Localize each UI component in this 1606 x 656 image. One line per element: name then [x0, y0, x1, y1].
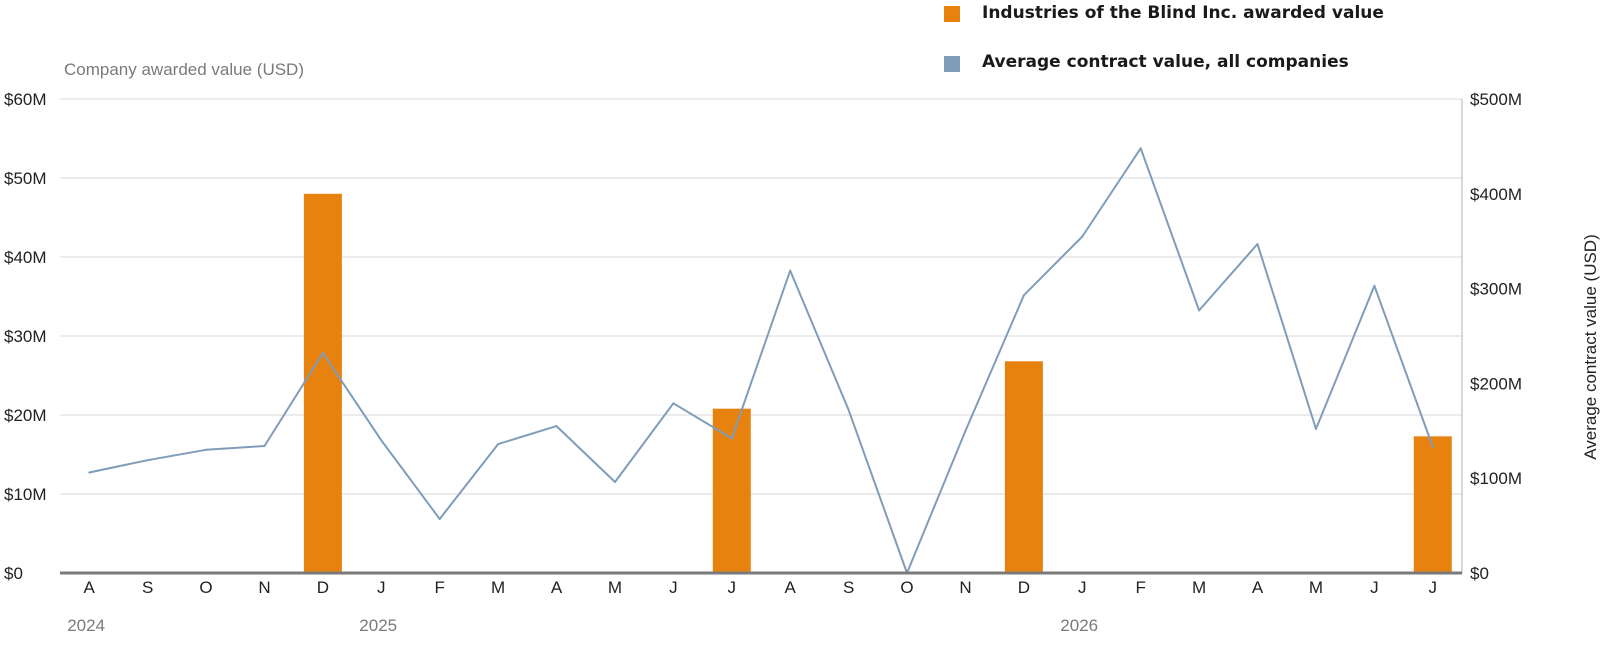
x-tick-label: M	[1309, 578, 1323, 597]
legend-swatch-company	[944, 6, 960, 22]
x-tick-label: J	[377, 578, 386, 597]
line-point	[438, 517, 441, 520]
line-point	[613, 480, 616, 483]
tick-labels: $0 $10M $20M $30M $40M $50M $60M $0 $100M $200M $3…	[4, 90, 1522, 635]
line-point	[730, 437, 733, 440]
y-left-tick-label: $20M	[4, 406, 47, 425]
y-right-tick-label: $400M	[1470, 185, 1522, 204]
line-point	[789, 269, 792, 272]
bar	[1413, 436, 1452, 573]
x-tick-label: F	[435, 578, 445, 597]
y-right-tick-label: $500M	[1470, 90, 1522, 109]
left-axis-title: Company awarded value (USD)	[64, 60, 304, 79]
line-point	[847, 408, 850, 411]
x-tick-label: J	[728, 578, 737, 597]
y-right-tick-label: $100M	[1470, 469, 1522, 488]
x-tick-label: O	[199, 578, 212, 597]
line-series	[88, 147, 1434, 574]
x-tick-label: O	[900, 578, 913, 597]
x-year-label: 2025	[359, 616, 397, 635]
gridlines	[60, 98, 1462, 495]
line-point	[146, 459, 149, 462]
x-tick-label: M	[491, 578, 505, 597]
legend-label-average: Average contract value, all companies	[982, 52, 1349, 72]
y-left-tick-label: $0	[4, 564, 23, 583]
x-tick-label: S	[843, 578, 854, 597]
legend-label-company: Industries of the Blind Inc. awarded val…	[982, 3, 1384, 23]
x-year-label: 2024	[67, 616, 105, 635]
line-point	[88, 471, 91, 474]
line-point	[1431, 445, 1434, 448]
legend-item-average: Average contract value, all companies	[944, 52, 1364, 72]
x-tick-label: J	[669, 578, 678, 597]
x-tick-label: J	[1370, 578, 1379, 597]
x-tick-label: N	[258, 578, 270, 597]
x-tick-label: F	[1136, 578, 1146, 597]
bar	[1004, 361, 1043, 573]
line-point	[964, 429, 967, 432]
y-left-tick-label: $50M	[4, 169, 47, 188]
line-point	[1022, 294, 1025, 297]
x-tick-label: M	[1192, 578, 1206, 597]
x-tick-label: D	[317, 578, 329, 597]
axes	[60, 99, 1463, 575]
average-line	[88, 147, 1434, 574]
line-point	[380, 439, 383, 442]
right-axis-title: Average contract value (USD)	[1581, 234, 1600, 460]
legend-item-company: Industries of the Blind Inc. awarded val…	[944, 3, 1384, 23]
y-right-tick-label: $300M	[1470, 280, 1522, 299]
line-point	[205, 448, 208, 451]
line-point	[263, 444, 266, 447]
y-left-tick-label: $40M	[4, 248, 47, 267]
x-tick-label: A	[84, 578, 96, 597]
y-right-tick-label: $0	[1470, 564, 1489, 583]
x-tick-label: S	[142, 578, 153, 597]
x-tick-label: D	[1018, 578, 1030, 597]
line-point	[1314, 427, 1317, 430]
legend-swatch-average	[944, 56, 960, 72]
y-left-tick-label: $10M	[4, 485, 47, 504]
line-point	[1373, 284, 1376, 287]
x-tick-label: A	[551, 578, 563, 597]
line-point	[497, 443, 500, 446]
line-point	[1198, 309, 1201, 312]
x-tick-label: N	[959, 578, 971, 597]
y-right-tick-label: $200M	[1470, 374, 1522, 393]
x-tick-label: A	[785, 578, 797, 597]
bar	[712, 408, 751, 573]
y-left-tick-label: $60M	[4, 90, 47, 109]
line-point	[321, 352, 324, 355]
bar-series	[303, 193, 1452, 574]
x-year-label: 2026	[1060, 616, 1098, 635]
line-point	[672, 402, 675, 405]
y-left-tick-label: $30M	[4, 327, 47, 346]
x-tick-label: J	[1429, 578, 1438, 597]
line-point	[1256, 243, 1259, 246]
line-point	[1139, 147, 1142, 150]
x-tick-label: A	[1252, 578, 1264, 597]
line-point	[555, 425, 558, 428]
bar	[303, 193, 342, 574]
x-tick-label: J	[1078, 578, 1087, 597]
x-tick-label: M	[608, 578, 622, 597]
line-point	[1081, 235, 1084, 238]
